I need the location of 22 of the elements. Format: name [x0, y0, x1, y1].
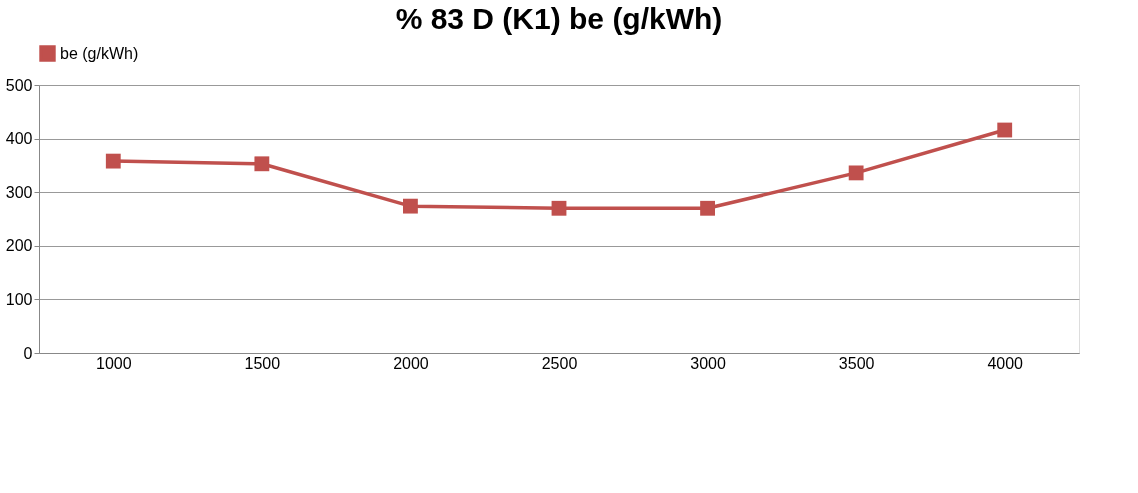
x-tick-label: 1000 — [95, 354, 132, 372]
x-tick-label: 2500 — [541, 354, 578, 372]
y-tick-label: 0 — [23, 344, 33, 362]
point — [700, 200, 715, 216]
x-tick-label: 2000 — [393, 354, 429, 372]
point — [403, 198, 418, 214]
legend-label: be (g/kWh) — [60, 44, 139, 62]
y-tick-label: 400 — [5, 130, 33, 148]
y-tick-label: 200 — [5, 237, 33, 255]
point — [551, 200, 567, 216]
chart-title: % 83 D (K1) be (g/kWh) — [395, 2, 723, 35]
point — [997, 122, 1013, 138]
point — [105, 153, 121, 169]
x-tick-label: 3500 — [838, 354, 875, 372]
x-tick-label: 1500 — [244, 354, 281, 372]
y-tick-label: 300 — [5, 183, 33, 201]
y-tick-label: 100 — [5, 290, 33, 308]
x-tick-label: 3000 — [690, 354, 726, 372]
point — [848, 165, 864, 181]
point — [254, 156, 270, 172]
y-tick-label: 500 — [5, 76, 33, 94]
x-tick-label: 4000 — [987, 354, 1024, 372]
